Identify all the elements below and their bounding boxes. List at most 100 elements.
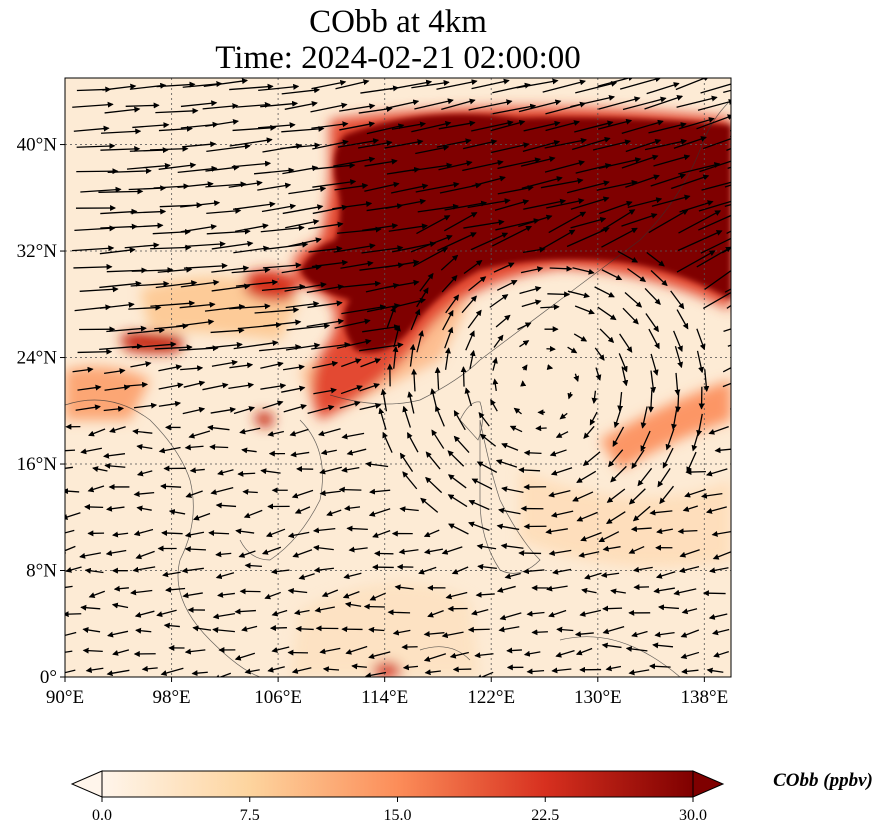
wind-arrow (125, 102, 160, 109)
x-tick-label: 138°E (681, 687, 729, 708)
wind-arrow (234, 652, 256, 661)
wind-arrow (702, 291, 731, 310)
wind-arrow (414, 98, 454, 110)
wind-arrow (602, 625, 625, 635)
wind-arrow (293, 609, 310, 616)
wind-arrow (394, 584, 414, 591)
wind-arrow (594, 286, 615, 298)
wind-arrow (646, 82, 680, 95)
wind-arrow (106, 669, 130, 677)
wind-arrow (262, 400, 284, 409)
wind-arrow (726, 304, 731, 309)
wind-arrow (628, 669, 650, 676)
wind-arrow (649, 663, 671, 670)
wind-arrow (136, 443, 153, 450)
wind-arrow (65, 488, 80, 495)
wind-arrow (548, 549, 572, 557)
wind-arrow (549, 449, 567, 457)
wind-arrow (168, 509, 186, 515)
wind-arrow (680, 629, 700, 638)
wind-arrow (92, 466, 108, 473)
wind-arrow (158, 364, 183, 372)
wind-arrow (723, 89, 731, 93)
wind-arrow (702, 590, 726, 597)
wind-arrow (369, 488, 391, 495)
wind-arrow (65, 650, 73, 653)
wind-arrow (495, 314, 511, 328)
wind-arrow (648, 389, 654, 413)
wind-arrow (102, 83, 137, 91)
wind-arrow (645, 313, 659, 333)
wind-arrow (478, 411, 490, 427)
wind-arrow (549, 265, 573, 272)
wind-arrow (267, 430, 285, 437)
colorbar-tick-label: 22.5 (531, 807, 559, 824)
wind-arrow (674, 346, 683, 369)
wind-arrow (82, 647, 103, 654)
wind-arrow (570, 196, 610, 210)
wind-arrow (681, 608, 698, 615)
wind-arrow (113, 585, 129, 592)
wind-arrow (183, 262, 228, 269)
wind-arrow (523, 120, 561, 132)
wind-arrow (156, 609, 177, 618)
wind-arrow (441, 98, 476, 110)
wind-arrow (637, 467, 653, 487)
wind-arrow (369, 592, 386, 601)
wind-arrow (388, 223, 428, 232)
wind-arrow (673, 588, 697, 596)
wind-arrow (229, 137, 273, 147)
wind-arrow (703, 135, 731, 150)
wind-arrow (594, 347, 605, 361)
wind-arrow (158, 400, 182, 407)
wind-arrow (651, 194, 691, 207)
wind-arrow (598, 531, 620, 543)
wind-arrow (676, 95, 718, 108)
wind-arrow (490, 399, 498, 412)
wind-arrow (126, 381, 149, 388)
wind-arrow (571, 136, 611, 151)
wind-arrow (492, 103, 537, 115)
wind-arrow (526, 668, 545, 675)
wind-arrow (285, 342, 321, 351)
wind-arrow (680, 651, 700, 660)
wind-arrow (412, 247, 449, 268)
wind-arrow (345, 645, 368, 655)
wind-arrow (631, 630, 648, 638)
wind-arrow (80, 186, 122, 193)
wind-arrow (520, 266, 544, 274)
wind-arrow (477, 563, 497, 570)
x-tick-label: 90°E (46, 687, 84, 708)
wind-vectors (65, 78, 731, 677)
wind-arrow (444, 200, 488, 211)
wind-arrow (443, 212, 478, 232)
wind-arrow (701, 181, 731, 191)
wind-arrow (628, 545, 645, 554)
wind-arrow (648, 122, 687, 134)
wind-arrow (465, 330, 475, 351)
wind-arrow (418, 566, 437, 575)
wind-arrow (627, 197, 663, 209)
wind-arrow (559, 412, 568, 420)
wind-arrow (495, 459, 518, 468)
y-tick-label: 16°N (17, 454, 58, 475)
wind-arrow (152, 228, 192, 235)
wind-arrow (546, 364, 554, 371)
wind-arrow (162, 571, 181, 578)
wind-arrow (189, 467, 205, 474)
wind-arrow (134, 610, 155, 618)
wind-arrow (291, 667, 312, 674)
wind-arrow (610, 465, 627, 483)
wind-arrow (182, 592, 203, 599)
wind-arrow (319, 466, 342, 475)
wind-arrow (679, 549, 700, 558)
wind-arrow (584, 572, 602, 580)
wind-arrow (700, 83, 731, 94)
wind-arrow (601, 269, 623, 281)
wind-arrow (338, 486, 362, 493)
wind-arrow (545, 120, 581, 132)
wind-arrow (628, 488, 646, 505)
wind-arrow (285, 301, 320, 309)
wind-arrow (310, 102, 348, 113)
wind-arrow (697, 99, 731, 111)
